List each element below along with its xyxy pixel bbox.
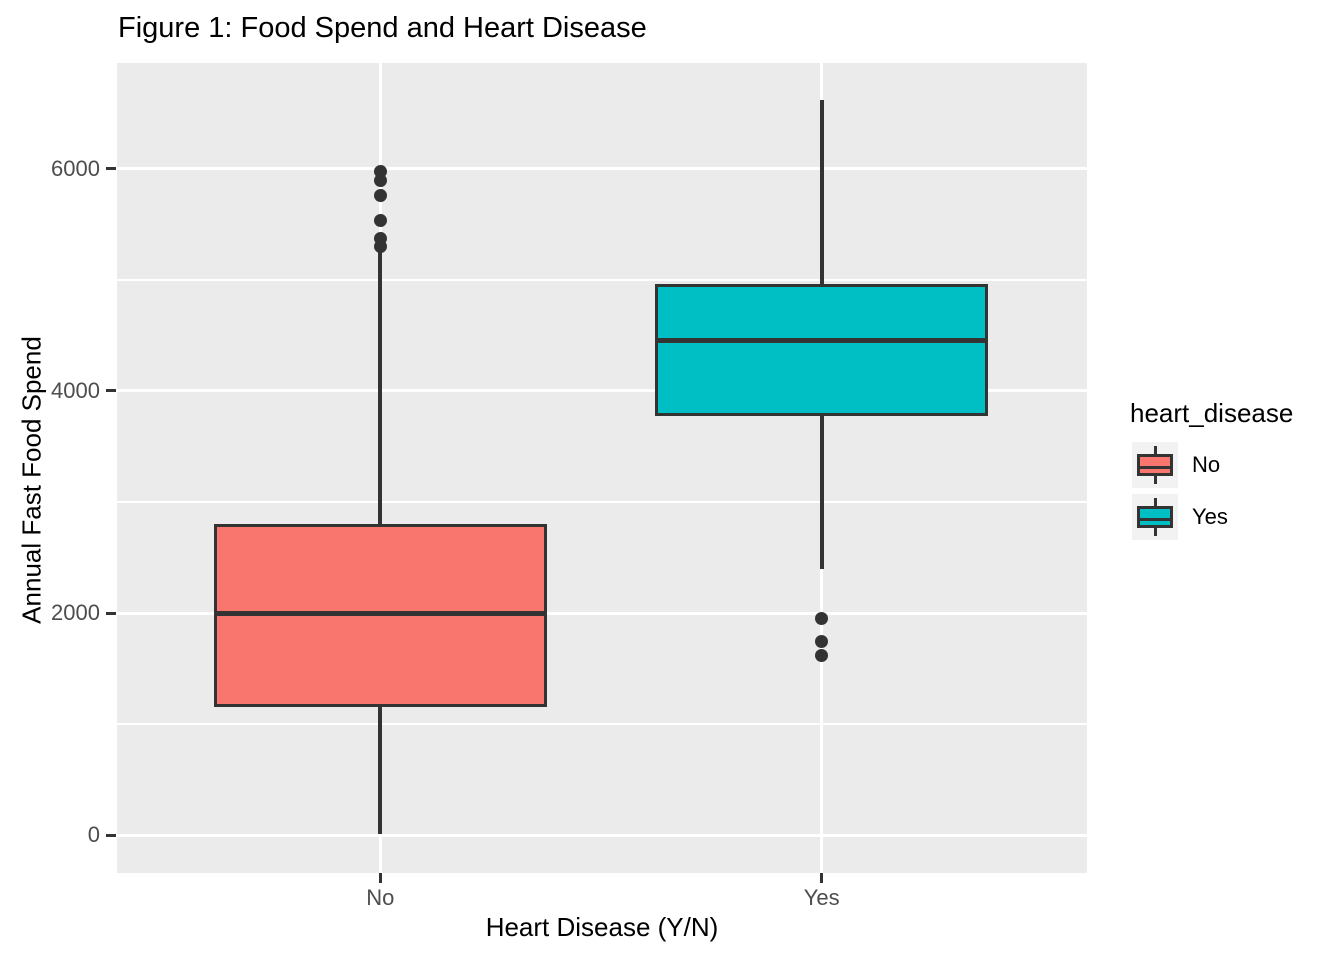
gridline-minor-y5000 xyxy=(117,278,1087,281)
upper-whisker-Yes xyxy=(819,99,824,285)
y-tick-mark-4000 xyxy=(106,389,116,393)
y-tick-label-0: 0 xyxy=(87,822,100,848)
outlier-Yes-1740 xyxy=(815,635,829,649)
box-Yes xyxy=(655,284,989,417)
gridline-major-y2000 xyxy=(117,611,1087,615)
boxplot-glyph-median xyxy=(1140,517,1170,521)
median-Yes xyxy=(655,338,989,344)
boxplot-glyph-median xyxy=(1140,465,1170,469)
plot-panel xyxy=(117,63,1087,873)
median-No xyxy=(213,610,547,616)
legend-label-no: No xyxy=(1192,452,1221,477)
outlier-No-5970 xyxy=(373,165,387,179)
gridline-major-y0 xyxy=(117,833,1087,837)
outlier-Yes-1950 xyxy=(815,612,829,626)
lower-whisker-Yes xyxy=(819,416,824,569)
gridline-minor-y3000 xyxy=(117,500,1087,503)
plot-title: Figure 1: Food Spend and Heart Disease xyxy=(118,12,647,44)
y-tick-label-2000: 2000 xyxy=(51,600,100,625)
x-tick-label-No: No xyxy=(366,885,395,910)
x-tick-mark-No xyxy=(378,873,382,883)
x-tick-mark-Yes xyxy=(820,873,824,883)
x-tick-label-Yes: Yes xyxy=(803,885,840,910)
y-tick-mark-2000 xyxy=(106,611,116,615)
x-axis-title: Heart Disease (Y/N) xyxy=(485,912,719,942)
upper-whisker-No xyxy=(378,249,383,525)
gridline-major-y6000 xyxy=(117,167,1087,171)
outlier-No-5760 xyxy=(373,188,387,202)
legend-key-no xyxy=(1132,442,1178,488)
y-tick-label-6000: 6000 xyxy=(51,155,100,181)
outlier-No-5530 xyxy=(373,214,387,228)
legend-key-yes xyxy=(1132,494,1178,540)
boxplot-glyph-box-no xyxy=(1137,454,1173,476)
y-tick-mark-0 xyxy=(106,833,116,837)
legend-title: heart_disease xyxy=(1130,398,1294,428)
y-tick-label-4000: 4000 xyxy=(51,377,100,403)
lower-whisker-No xyxy=(378,707,383,835)
outlier-No-5370 xyxy=(373,232,387,246)
outlier-Yes-1620 xyxy=(815,648,829,662)
box-No xyxy=(213,524,547,708)
y-tick-mark-6000 xyxy=(106,167,116,171)
legend-label-yes: Yes xyxy=(1192,504,1228,529)
gridline-minor-y1000 xyxy=(117,723,1087,726)
gridline-major-y4000 xyxy=(117,389,1087,393)
boxplot-glyph-box-yes xyxy=(1137,506,1173,528)
